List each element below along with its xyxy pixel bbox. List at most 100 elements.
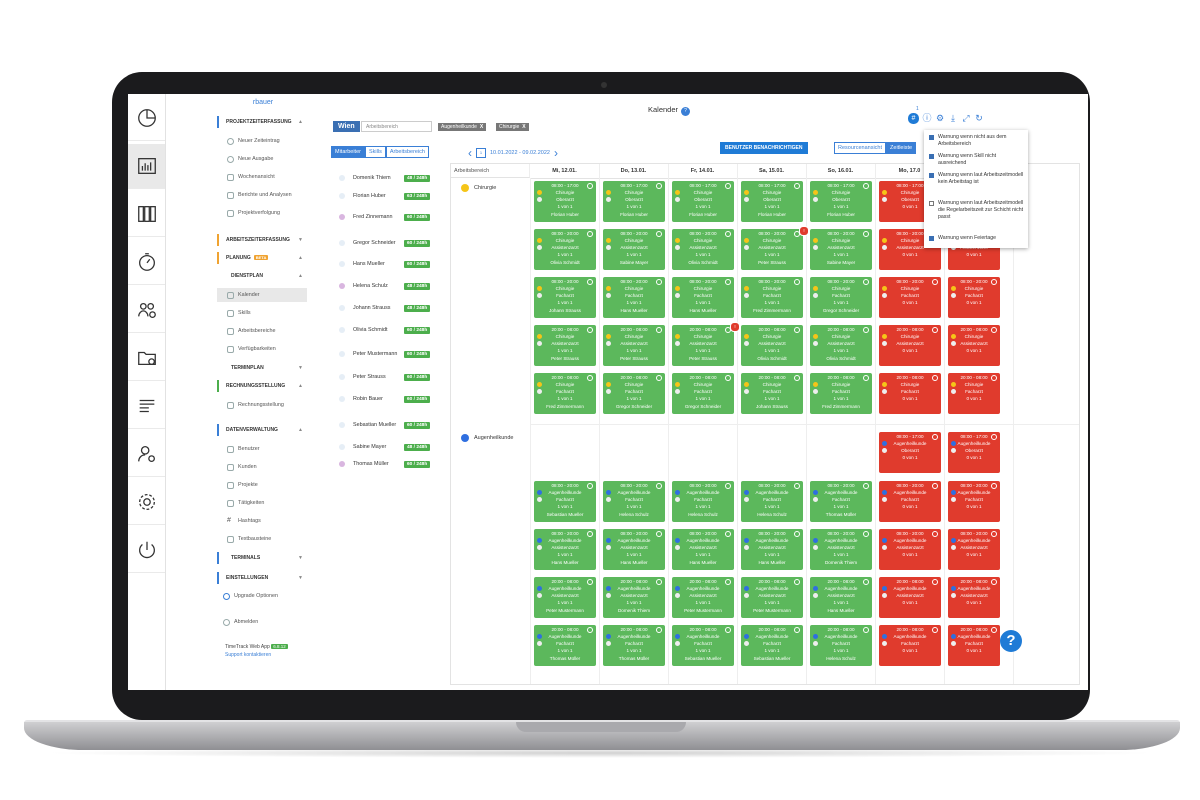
shift-card[interactable]: 08:00 - 20:00 Augenheilkunde Facharzt 1 von… — [741, 481, 803, 522]
shift-card[interactable]: 20:00 - 08:00 Augenheilkunde Facharzt 1 von… — [672, 625, 734, 666]
warning-badge[interactable]: ! — [730, 322, 740, 332]
employee-row[interactable]: Domenik Thiem 48 / 248h — [339, 169, 439, 187]
shift-card[interactable]: 08:00 - 17:00 Chirurgie Oberarzt 1 von 1 Flo… — [741, 181, 803, 222]
power-icon[interactable] — [128, 528, 165, 573]
shift-card[interactable]: 20:00 - 08:00 Augenheilkunde Facharzt 0 von… — [948, 625, 1000, 666]
help-button[interactable]: ? — [1000, 630, 1022, 652]
nav-kunden[interactable]: Kunden — [217, 460, 307, 474]
shift-card[interactable]: 20:00 - 08:00 Chirurgie Assistenzarzt 1 von… — [810, 325, 872, 366]
shift-card[interactable]: 08:00 - 20:00 Augenheilkunde Facharzt 1 von… — [534, 481, 596, 522]
employee-row[interactable]: Olivia Schmidt 60 / 248h — [339, 321, 439, 339]
nav-verfuegbarkeiten[interactable]: Verfügbarkeiten — [217, 342, 307, 356]
shift-card[interactable]: 20:00 - 08:00 Chirurgie Assistenzarzt 0 von… — [879, 325, 941, 366]
shift-card[interactable]: 08:00 - 20:00 Augenheilkunde Assistenzarzt… — [534, 529, 596, 570]
gear-icon[interactable] — [128, 480, 165, 525]
shift-card[interactable]: 08:00 - 20:00 Chirurgie Facharzt 0 von 1 — [948, 277, 1000, 318]
shift-card[interactable]: 08:00 - 20:00 Chirurgie Facharzt 1 von 1 Joh… — [534, 277, 596, 318]
notify-users-button[interactable]: BENUTZER BENACHRICHTIGEN — [720, 142, 808, 154]
filter-chip-augenheilkunde[interactable]: Augenheilkunde X — [438, 123, 487, 131]
shift-card[interactable]: 20:00 - 08:00 Augenheilkunde Facharzt 1 von… — [741, 625, 803, 666]
settings-icon[interactable]: ⚙ — [935, 113, 945, 123]
warning-option[interactable]: Warnung wenn Skill nicht ausreichend — [929, 153, 1024, 167]
nav-skills[interactable]: Skills — [217, 306, 307, 320]
shift-card[interactable]: 08:00 - 20:00 Augenheilkunde Assistenzarzt… — [603, 529, 665, 570]
shift-card[interactable]: 08:00 - 20:00 Chirurgie Assistenzarzt 1 von… — [603, 229, 665, 270]
section-einstellungen[interactable]: EINSTELLUNGEN ▼ — [217, 572, 307, 584]
shift-card[interactable]: 20:00 - 08:00 Chirurgie Facharzt 1 von 1 Fre… — [534, 373, 596, 414]
section-terminplan[interactable]: TERMINPLAN ▼ — [217, 362, 307, 374]
shift-card[interactable]: 08:00 - 17:00 Chirurgie Oberarzt 1 von 1 Flo… — [534, 181, 596, 222]
shift-card[interactable]: 20:00 - 08:00 Chirurgie Facharzt 1 von 1 Gre… — [603, 373, 665, 414]
shift-card[interactable]: 08:00 - 20:00 Augenheilkunde Assistenzarzt… — [948, 529, 1000, 570]
nav-projektverfolgung[interactable]: Projektverfolgung — [217, 206, 307, 220]
employee-row[interactable]: Robin Bauer 60 / 248h — [339, 390, 439, 408]
warning-badge[interactable]: ! — [799, 226, 809, 236]
warning-option[interactable]: Warnung wenn laut Arbeitszeitmodell kein… — [929, 172, 1024, 186]
shift-card[interactable]: 08:00 - 20:00 Chirurgie Facharzt 1 von 1 Han… — [603, 277, 665, 318]
warning-option[interactable]: Warnung wenn nicht aus dem Arbeitsbereic… — [929, 134, 1024, 148]
employee-row[interactable]: Peter Strauss 60 / 248h — [339, 368, 439, 386]
shift-card[interactable]: 08:00 - 20:00 Chirurgie Facharzt 1 von 1 Han… — [672, 277, 734, 318]
shift-card[interactable]: 20:00 - 08:00 Augenheilkunde Assistenzarzt… — [534, 577, 596, 618]
checkbox[interactable] — [929, 135, 934, 140]
shift-card[interactable]: 20:00 - 08:00 Augenheilkunde Assistenzarzt… — [810, 577, 872, 618]
shift-card[interactable]: 08:00 - 17:00 Chirurgie Oberarzt 1 von 1 Flo… — [810, 181, 872, 222]
shift-card[interactable]: 20:00 - 08:00 Augenheilkunde Assistenzarzt… — [741, 577, 803, 618]
hashtag-filter-icon[interactable]: # — [908, 113, 919, 124]
employee-row[interactable]: Johann Strauss 48 / 248h — [339, 299, 439, 317]
info-icon[interactable]: ⓘ — [922, 113, 932, 123]
employee-row[interactable]: Sebastian Mueller 60 / 248h — [339, 416, 439, 434]
shift-card[interactable]: 08:00 - 20:00 Augenheilkunde Assistenzarzt… — [879, 529, 941, 570]
shift-card[interactable]: 08:00 - 20:00 Chirurgie Facharzt 1 von 1 Gre… — [810, 277, 872, 318]
date-range[interactable]: 10.01.2022 - 09.02.2022 — [490, 150, 550, 156]
shift-card[interactable]: 20:00 - 08:00 Chirurgie Facharzt 0 von 1 — [948, 373, 1000, 414]
chip-close-icon[interactable]: X — [479, 124, 484, 130]
shift-card[interactable]: 08:00 - 20:00 Chirurgie Assistenzarzt 1 von… — [672, 229, 734, 270]
employee-row[interactable]: Gregor Schneider 60 / 248h — [339, 234, 439, 252]
nav-upgrade[interactable]: Upgrade Optionen — [217, 589, 307, 603]
shift-card[interactable]: 20:00 - 08:00 Chirurgie Assistenzarzt 0 von… — [948, 325, 1000, 366]
nav-hashtags[interactable]: # Hashtags — [217, 514, 307, 528]
shift-card[interactable]: 20:00 - 08:00 Augenheilkunde Assistenzarzt… — [672, 577, 734, 618]
shift-card[interactable]: 08:00 - 20:00 Augenheilkunde Facharzt 0 von… — [948, 481, 1000, 522]
checkbox[interactable] — [929, 201, 934, 206]
warning-option[interactable]: Warnung wenn Feiertage — [929, 235, 1024, 242]
nav-neuer-zeiteintrag[interactable]: Neuer Zeiteintrag — [217, 134, 307, 148]
shift-card[interactable]: 08:00 - 17:00 Chirurgie Oberarzt 1 von 1 Flo… — [672, 181, 734, 222]
tab-mitarbeiter[interactable]: Mitarbeiter — [331, 146, 365, 158]
bar-chart-icon[interactable] — [128, 144, 165, 189]
location-button[interactable]: Wien — [333, 121, 360, 132]
employee-row[interactable]: Sabine Mayer 48 / 248h — [339, 438, 439, 456]
support-link[interactable]: Support kontaktieren — [225, 652, 272, 658]
shift-card[interactable]: 08:00 - 20:00 Chirurgie Assistenzarzt 0 von… — [879, 229, 941, 270]
nav-berichte[interactable]: Berichte und Analysen — [217, 188, 307, 202]
shift-card[interactable]: 08:00 - 20:00 Chirurgie Assistenzarzt 1 von… — [810, 229, 872, 270]
shift-card[interactable]: 08:00 - 20:00 Augenheilkunde Facharzt 1 von… — [810, 481, 872, 522]
nav-abmelden[interactable]: Abmelden — [217, 615, 307, 629]
shift-card[interactable]: 08:00 - 20:00 Chirurgie Assistenzarzt 1 von… — [741, 229, 803, 270]
help-icon[interactable]: ? — [681, 107, 691, 116]
shift-card[interactable]: 08:00 - 20:00 Augenheilkunde Facharzt 1 von… — [672, 481, 734, 522]
shift-card[interactable]: 08:00 - 20:00 Chirurgie Facharzt 1 von 1 Fre… — [741, 277, 803, 318]
shift-card[interactable]: 20:00 - 08:00 Chirurgie Facharzt 1 von 1 Fre… — [810, 373, 872, 414]
section-projektzeiterfassung[interactable]: PROJEKTZEITERFASSUNG ▲ — [217, 116, 307, 128]
shift-card[interactable]: 08:00 - 20:00 Augenheilkunde Facharzt 1 von… — [603, 481, 665, 522]
stopwatch-icon[interactable] — [128, 240, 165, 285]
shift-card[interactable]: 20:00 - 08:00 Augenheilkunde Assistenzarzt… — [948, 577, 1000, 618]
folder-settings-icon[interactable] — [128, 336, 165, 381]
section-terminals[interactable]: TERMINALS ▼ — [217, 552, 307, 564]
nav-kalender[interactable]: Kalender — [217, 288, 307, 302]
shift-card[interactable]: 08:00 - 20:00 Augenheilkunde Assistenzarzt… — [810, 529, 872, 570]
employee-row[interactable]: Hans Mueller 60 / 248h — [339, 255, 439, 273]
calendar-icon[interactable]: 1 — [476, 148, 486, 158]
shift-card[interactable]: 08:00 - 20:00 Augenheilkunde Assistenzarzt… — [741, 529, 803, 570]
filter-chip-chirurgie[interactable]: Chirurgie X — [496, 123, 529, 131]
list-icon[interactable] — [128, 384, 165, 429]
pie-chart-icon[interactable] — [128, 96, 165, 141]
chevron-left-icon[interactable]: ‹ — [468, 146, 472, 160]
chevron-right-icon[interactable]: › — [553, 146, 558, 160]
tab-zeitleiste[interactable]: Zeitleiste — [886, 142, 917, 154]
binders-icon[interactable] — [128, 192, 165, 237]
employee-row[interactable]: Helena Schulz 48 / 248h — [339, 277, 439, 295]
shift-card[interactable]: 08:00 - 20:00 Augenheilkunde Assistenzarzt… — [672, 529, 734, 570]
